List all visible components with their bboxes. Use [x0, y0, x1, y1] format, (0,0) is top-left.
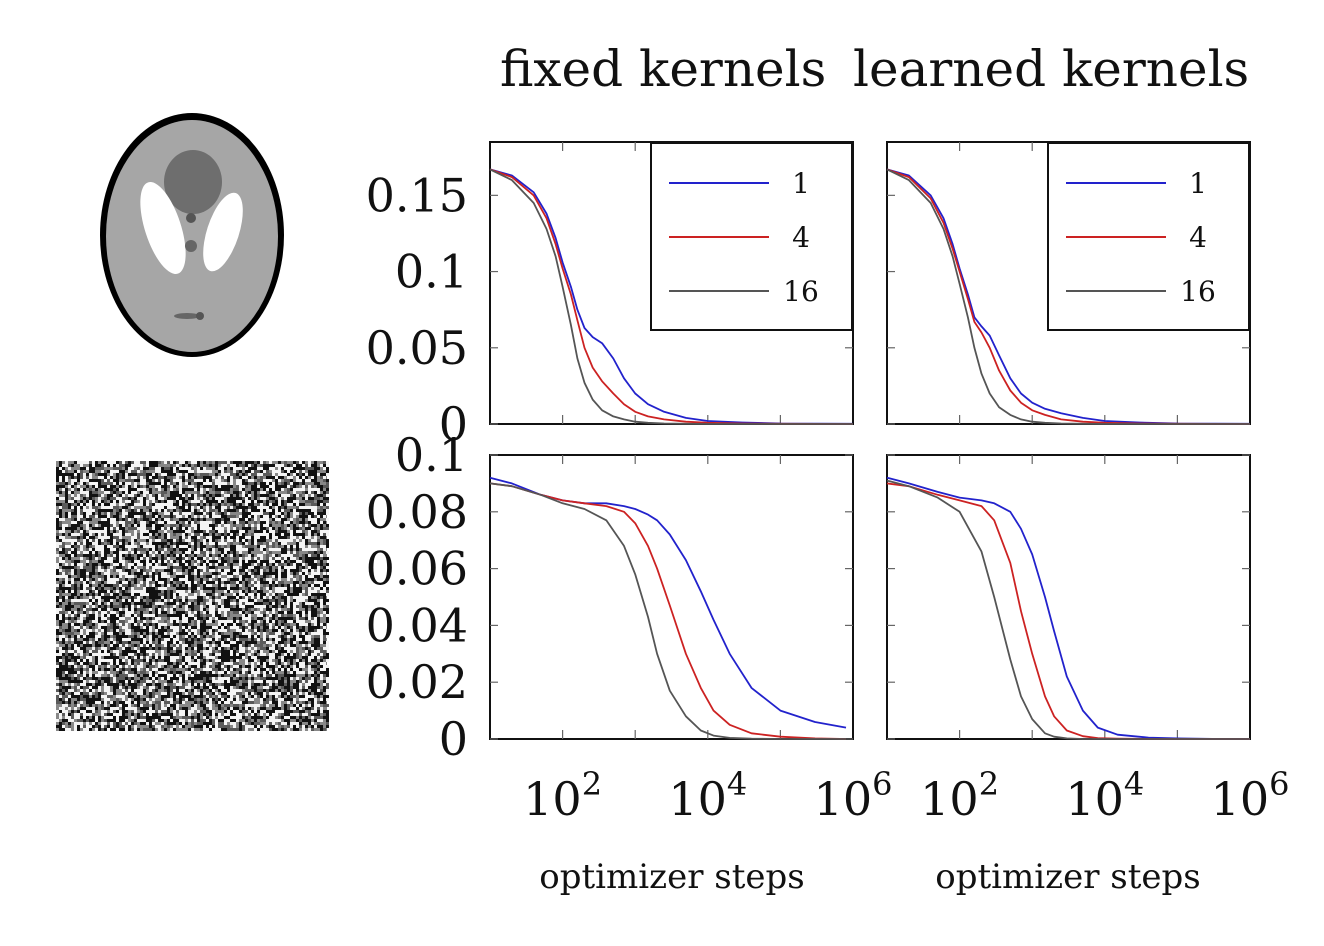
chart-top-right-learned: 1 4 16 — [886, 141, 1251, 425]
y-tick-label: 0.08 — [366, 485, 468, 539]
series-line-1 — [886, 476, 1250, 740]
y-tick-label: 0 — [439, 397, 468, 451]
noise-image — [56, 461, 329, 731]
x-tick-label: 102 — [523, 765, 602, 826]
x-axis-label-right: optimizer steps — [935, 857, 1200, 897]
legend-label-16: 16 — [1180, 275, 1216, 308]
series-line-16 — [489, 168, 853, 425]
legend-label-4: 4 — [792, 221, 810, 254]
legend: 1 4 16 — [650, 142, 853, 331]
y-tick-label: 0.1 — [395, 428, 468, 482]
series-line-16 — [489, 482, 846, 740]
y-tick-label: 0.05 — [366, 321, 468, 375]
series-line-4 — [886, 482, 1250, 740]
legend-label-1: 1 — [792, 167, 810, 200]
plot-frame — [489, 454, 854, 740]
chart-bottom-right-learned: 102 104 106 — [886, 454, 1290, 826]
y-tick-label: 0.04 — [366, 598, 468, 652]
phantom-image — [100, 113, 284, 357]
x-tick-label: 106 — [814, 765, 893, 826]
series-line-1 — [489, 168, 854, 425]
y-tick-label: 0 — [439, 712, 468, 766]
x-tick-label: 106 — [1211, 765, 1290, 826]
legend-label-4: 4 — [1189, 221, 1207, 254]
y-tick-label: 0.06 — [366, 542, 468, 596]
series-line-16 — [886, 479, 1250, 740]
y-tick-label: 0.02 — [366, 655, 468, 709]
plot-frame — [886, 454, 1251, 740]
legend-label-1: 1 — [1189, 167, 1207, 200]
learned-kernels-title: learned kernels — [853, 40, 1249, 98]
x-tick-label: 104 — [668, 765, 747, 826]
legend: 1 4 16 — [1047, 142, 1250, 331]
series-line-1 — [886, 168, 1251, 425]
series-line-4 — [886, 168, 1251, 425]
x-tick-label: 102 — [920, 765, 999, 826]
y-tick-label: 0.1 — [395, 245, 468, 299]
legend-label-16: 16 — [783, 275, 819, 308]
series-line-4 — [489, 168, 854, 425]
series-line-16 — [886, 168, 1250, 425]
x-axis-label-left: optimizer steps — [539, 857, 804, 897]
series-line-4 — [489, 482, 847, 740]
x-tick-label: 104 — [1065, 765, 1144, 826]
chart-bottom-left-fixed: 00.020.040.060.080.1 102 104 106 — [366, 428, 893, 826]
fixed-kernels-title: fixed kernels — [500, 40, 826, 98]
chart-top-left-fixed: 0 0.05 0.1 0.15 1 4 16 — [366, 141, 854, 451]
y-tick-label: 0.15 — [366, 168, 468, 222]
